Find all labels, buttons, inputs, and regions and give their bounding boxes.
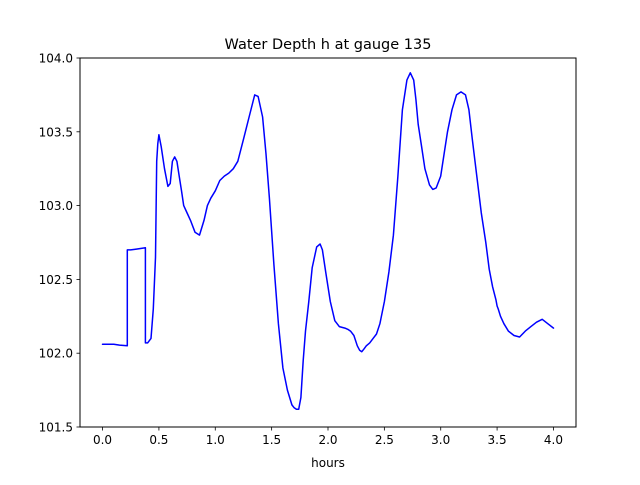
y-tick-label: 102.5 [39,273,73,287]
x-tick-label: 3.0 [431,433,450,447]
axis-ticks: 0.0 0.5 1.0 1.5 2.0 2.5 3.0 3.5 4.0 101.5 102.0 102… [39,52,563,448]
x-tick-label: 0.5 [149,433,168,447]
x-tick-label: 4.0 [544,433,563,447]
y-tick-label: 103.0 [39,199,73,213]
plot-area [101,72,555,411]
series-line-0 [101,72,555,411]
y-tick-label: 102.0 [39,347,73,361]
x-tick-label: 0.0 [93,433,112,447]
x-tick-label: 2.5 [375,433,394,447]
y-tick-label: 103.5 [39,125,73,139]
x-axis-label: hours [311,456,345,470]
y-tick-label: 104.0 [39,52,73,66]
axes-frame [79,57,577,428]
x-tick-label: 1.5 [262,433,281,447]
x-tick-label: 3.5 [488,433,507,447]
x-tick-label: 2.0 [318,433,337,447]
y-tick-label: 101.5 [39,421,73,435]
x-tick-label: 1.0 [206,433,225,447]
chart-title: Water Depth h at gauge 135 [225,37,432,53]
